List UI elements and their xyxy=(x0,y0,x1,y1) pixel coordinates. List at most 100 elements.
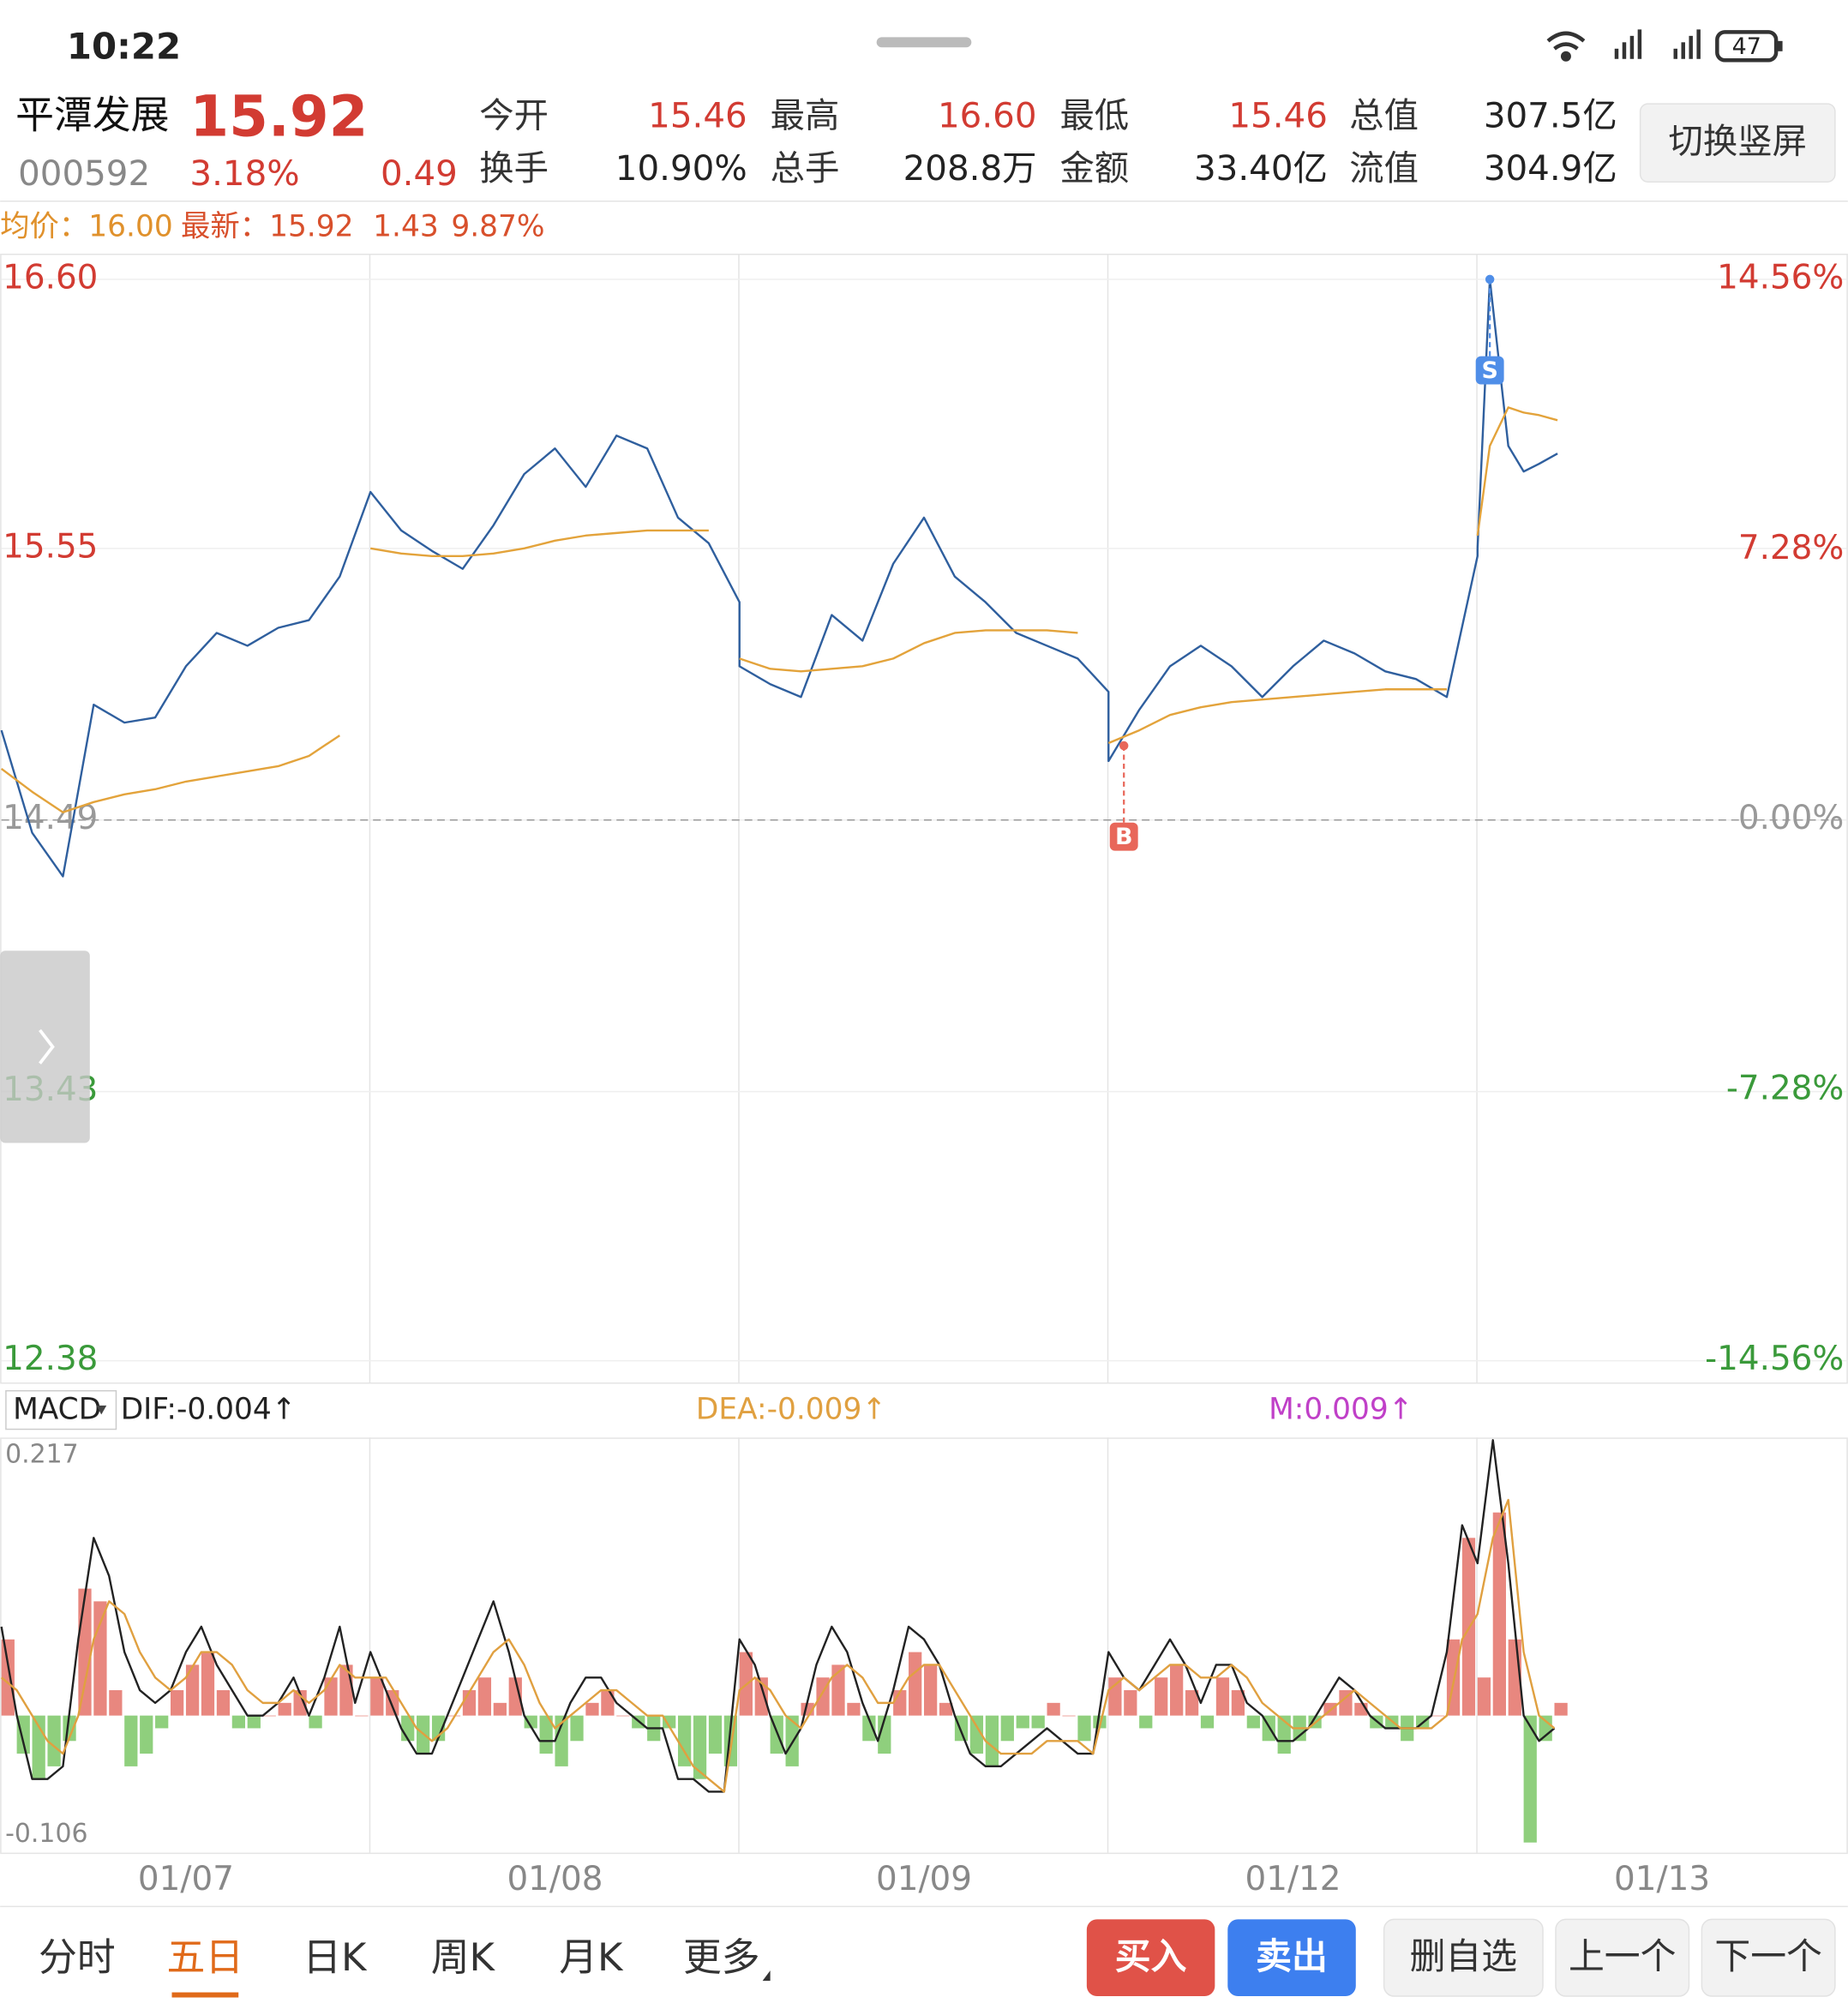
stat-label: 总手 xyxy=(771,148,840,189)
histogram-bar xyxy=(924,1664,938,1716)
tab[interactable]: 日K xyxy=(303,1934,368,1980)
charts: 16.6015.5514.4913.4312.3814.56%7.28%0.00… xyxy=(0,258,1847,1898)
histogram-bar xyxy=(309,1715,322,1729)
histogram-bar xyxy=(78,1588,92,1716)
histogram-bar xyxy=(1,1639,15,1716)
histogram-bar xyxy=(969,1715,984,1754)
x-tick-label: 01/09 xyxy=(876,1860,972,1898)
tab[interactable]: 周K xyxy=(431,1934,496,1980)
stat-value: 16.60 xyxy=(938,96,1037,136)
stock-price: 15.92 xyxy=(189,84,368,150)
dropdown-arrow xyxy=(96,1405,107,1415)
button[interactable]: 上一个 xyxy=(1569,1935,1677,1977)
histogram-bar xyxy=(324,1677,338,1716)
button-bg[interactable] xyxy=(1383,1918,1544,1997)
histogram-bar xyxy=(201,1652,215,1716)
histogram-bar xyxy=(1170,1664,1184,1716)
histogram-bar xyxy=(47,1715,61,1766)
histogram-bar xyxy=(247,1715,261,1729)
button-bg[interactable] xyxy=(1555,1918,1690,1997)
histogram-bar xyxy=(1093,1715,1107,1729)
change-amount: 0.49 xyxy=(381,153,458,194)
marker-label: S xyxy=(1481,357,1497,384)
side-tab-arrow xyxy=(39,1028,55,1064)
histogram-bar xyxy=(1215,1677,1230,1716)
stock-name: 平潭发展 xyxy=(15,93,169,138)
tab-more-arrow xyxy=(762,1970,771,1982)
y2-tick-label: 0.00% xyxy=(1738,799,1844,837)
histogram-bar xyxy=(1139,1715,1153,1729)
y2-tick-label: -7.28% xyxy=(1726,1070,1844,1108)
button-bg[interactable] xyxy=(1701,1918,1836,1997)
y2-tick-label: 14.56% xyxy=(1717,258,1844,297)
series-line xyxy=(0,1439,1556,1793)
stat-value: 15.46 xyxy=(648,96,747,136)
indicator-name[interactable]: MACD xyxy=(13,1392,101,1426)
histogram-bar xyxy=(1047,1702,1060,1716)
stat-value: 33.40亿 xyxy=(1194,148,1328,189)
histogram-bar xyxy=(1155,1677,1168,1716)
histogram-bar xyxy=(555,1715,568,1766)
histogram-bar xyxy=(616,1715,630,1717)
button[interactable]: 卖出 xyxy=(1256,1935,1328,1977)
histogram-bar xyxy=(339,1664,353,1716)
histogram-bar xyxy=(878,1715,891,1754)
histogram-bar xyxy=(909,1652,922,1716)
y-tick-label: 15.55 xyxy=(3,527,98,566)
switch-button[interactable]: 切换竖屏 xyxy=(1669,121,1807,161)
histogram-bar xyxy=(185,1664,200,1716)
y2-tick-label: -14.56% xyxy=(1705,1340,1844,1378)
tab[interactable]: 五日 xyxy=(167,1934,244,1980)
histogram-bar xyxy=(1492,1512,1506,1716)
signal-icon xyxy=(1614,29,1701,59)
x-tick-label: 01/13 xyxy=(1614,1860,1710,1898)
histogram-bar xyxy=(1477,1677,1491,1716)
y-tick-label: 16.60 xyxy=(3,258,98,297)
histogram-bar xyxy=(1523,1715,1537,1843)
indicator-select[interactable] xyxy=(5,1389,117,1430)
legend-label: M:0.009↑ xyxy=(1269,1392,1413,1426)
histogram-bar xyxy=(1185,1690,1199,1716)
histogram-bar xyxy=(985,1715,999,1766)
histogram-bar xyxy=(1062,1715,1076,1717)
histogram-bar xyxy=(1431,1715,1445,1717)
button-bg[interactable] xyxy=(1086,1919,1215,1997)
button[interactable]: 删自选 xyxy=(1410,1935,1518,1977)
marker-badge xyxy=(1475,356,1504,385)
stat-label: 今开 xyxy=(479,96,549,136)
histogram-bar xyxy=(601,1690,615,1716)
marker-point xyxy=(1485,274,1495,285)
stat-value: 10.90% xyxy=(615,148,747,189)
change-percent: 3.18% xyxy=(189,153,299,194)
tab[interactable]: 分时 xyxy=(39,1934,116,1980)
side-tab[interactable] xyxy=(0,951,90,1143)
histogram-bar xyxy=(109,1690,123,1716)
button-bg[interactable] xyxy=(1227,1919,1356,1997)
tab-indicator xyxy=(171,1992,239,1998)
marker-badge xyxy=(1109,822,1138,851)
histogram-bar xyxy=(477,1677,492,1716)
histogram-bar xyxy=(431,1715,446,1742)
stat-label: 流值 xyxy=(1349,148,1419,189)
tab[interactable]: 更多 xyxy=(683,1934,760,1980)
histogram-bar xyxy=(124,1715,138,1766)
x-tick-label: 01/08 xyxy=(507,1860,603,1898)
stat-value: 208.8万 xyxy=(903,148,1037,189)
histogram-bar xyxy=(754,1677,768,1716)
latest-change: 1.43 xyxy=(373,210,439,244)
button[interactable]: 买入 xyxy=(1115,1935,1187,1977)
switch-button-bg[interactable] xyxy=(1639,103,1836,183)
histogram-bar xyxy=(939,1702,953,1716)
tab[interactable]: 月K xyxy=(559,1934,624,1980)
histogram-bar xyxy=(1539,1715,1552,1742)
histogram-bar xyxy=(663,1715,676,1729)
histogram-bar xyxy=(708,1715,723,1754)
wifi-icon xyxy=(1546,31,1586,51)
histogram-bar xyxy=(171,1690,184,1716)
histogram-bar xyxy=(862,1715,876,1742)
x-tick-label: 01/12 xyxy=(1245,1860,1341,1898)
legend-label: DEA:-0.009↑ xyxy=(696,1392,886,1426)
stat-label: 最低 xyxy=(1059,96,1129,136)
button[interactable]: 下一个 xyxy=(1714,1935,1822,1977)
